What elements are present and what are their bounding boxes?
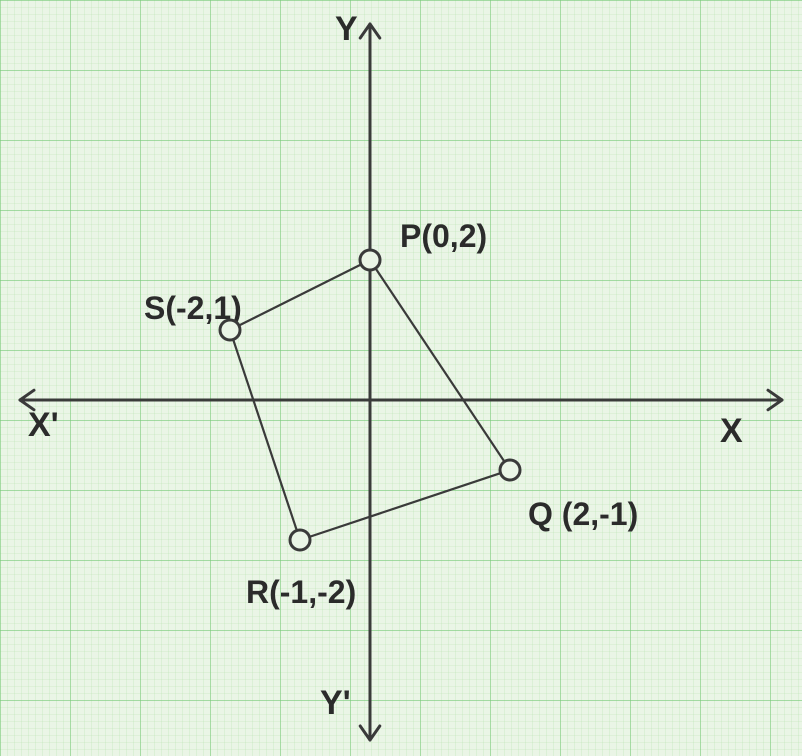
point-marker-r — [290, 530, 310, 550]
point-marker-q — [500, 460, 520, 480]
point-marker-s — [220, 320, 240, 340]
axes-and-shape-overlay — [0, 0, 802, 756]
chart-stage: Y Y' X' X P(0,2) Q (2,-1) R(-1,-2) S(-2,… — [0, 0, 802, 756]
point-marker-p — [360, 250, 380, 270]
